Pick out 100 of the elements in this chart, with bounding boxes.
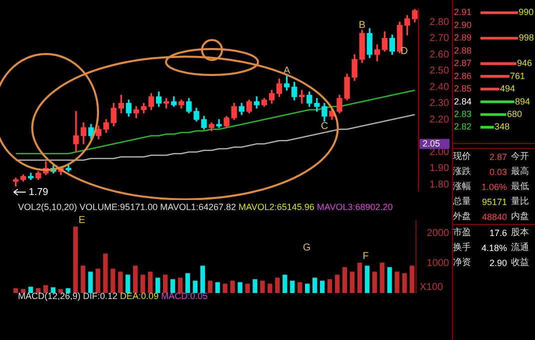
bar — [268, 284, 272, 293]
data-label: 494 — [500, 84, 516, 94]
bar — [230, 280, 235, 293]
bar — [222, 284, 228, 293]
y-tick-label: 2.80 — [430, 16, 450, 28]
bar — [185, 273, 190, 293]
text: 95171 — [480, 196, 507, 206]
bar — [480, 100, 514, 104]
text: 内盘 — [511, 210, 529, 223]
bar — [73, 226, 78, 293]
y-tick-label: 2.91 — [454, 7, 472, 18]
text: 涨跌 — [453, 165, 472, 178]
y-tick-label: 2.60 — [430, 49, 450, 60]
y-tick-label: 2.89 — [454, 32, 472, 43]
bar — [298, 282, 302, 293]
text: 外盘 — [453, 210, 472, 223]
bar — [28, 286, 34, 293]
y-tick-label: 2.30 — [430, 98, 450, 109]
text: 收益 — [511, 256, 529, 269]
bar — [162, 274, 168, 293]
bar — [275, 278, 280, 293]
bar — [372, 272, 377, 293]
y-tick-label: 1.80 — [430, 179, 450, 190]
bar — [480, 75, 510, 78]
text: 今开 — [511, 150, 529, 163]
y-tick-label: 2000 — [426, 228, 450, 239]
bar — [238, 282, 242, 293]
bar — [480, 88, 500, 90]
bar — [364, 266, 370, 293]
bar — [480, 36, 518, 40]
bar — [252, 279, 258, 293]
bar — [215, 282, 220, 293]
annotation: A — [283, 66, 290, 76]
bar — [148, 272, 153, 293]
text: 现价 — [453, 150, 472, 163]
text: 0.03 — [488, 166, 507, 176]
bar — [200, 266, 205, 293]
text: 涨幅 — [453, 180, 472, 193]
text: 流通 — [511, 241, 529, 254]
data-label: 946 — [516, 58, 532, 68]
bar — [305, 284, 310, 293]
bar — [480, 11, 518, 14]
text: 市盈 — [453, 226, 472, 239]
data-label: 894 — [515, 96, 530, 106]
text: 股本 — [511, 226, 529, 239]
y-axis-title: X100 — [420, 282, 444, 293]
bar — [103, 254, 108, 293]
data-label: 680 — [507, 109, 522, 120]
annotation: D — [400, 46, 408, 57]
y-tick-label: 2.40 — [430, 82, 450, 93]
bar — [357, 262, 362, 293]
text: 净资 — [453, 256, 472, 269]
bar — [66, 288, 70, 293]
y-tick-label: 1.90 — [430, 163, 450, 174]
bar — [43, 285, 48, 293]
bar — [350, 272, 355, 293]
bar — [260, 280, 265, 293]
data-label: 998 — [518, 32, 534, 43]
text: 量比 — [511, 195, 529, 208]
text: 4.18% — [480, 242, 507, 252]
text: 2.87 — [488, 152, 507, 162]
data-label: 348 — [494, 122, 510, 132]
annotation: MACD(12,26,9) DIF:0.12 DEA:0.09 MACD:0.05 — [18, 291, 208, 301]
bar — [36, 288, 40, 293]
text: 48840 — [480, 212, 507, 222]
y-tick-label: 2.84 — [454, 96, 472, 106]
bar — [480, 126, 494, 129]
bar — [320, 280, 325, 293]
text: 1.06% — [480, 182, 507, 192]
bar — [118, 272, 123, 293]
bar — [480, 62, 516, 65]
text: 2.05 — [422, 138, 440, 148]
y-tick-label: 1000 — [426, 258, 450, 269]
text: 最低 — [511, 180, 529, 193]
data-label: 761 — [510, 70, 526, 81]
bar — [402, 273, 407, 293]
y-tick-label: 2.70 — [430, 33, 450, 44]
annotation: G — [302, 242, 311, 254]
chart-title: VOL2(5,10,20) VOLUME:95171.00 MAVOL1:64267.82 MAVOL2:65145.96 MAVOL3:68902.20 — [18, 202, 393, 212]
bar — [140, 274, 146, 293]
bar — [380, 262, 384, 293]
candlestick — [216, 119, 222, 128]
bar — [327, 279, 332, 293]
text: 总量 — [453, 195, 472, 208]
bar — [133, 266, 138, 293]
annotation: F — [362, 250, 369, 262]
bar — [394, 272, 400, 293]
y-tick-label: 2.50 — [430, 66, 450, 76]
bar — [50, 287, 56, 293]
bar — [88, 272, 93, 293]
annotation: 1.79 — [28, 186, 49, 198]
y-tick-label: 2.85 — [454, 84, 472, 94]
y-tick-label: 2.90 — [454, 20, 472, 30]
bar — [192, 280, 198, 293]
bar — [110, 268, 116, 293]
bar — [282, 274, 288, 293]
bar — [96, 268, 100, 293]
y-tick-label: 2.86 — [454, 70, 472, 81]
bar — [58, 289, 63, 293]
bar — [208, 280, 212, 293]
